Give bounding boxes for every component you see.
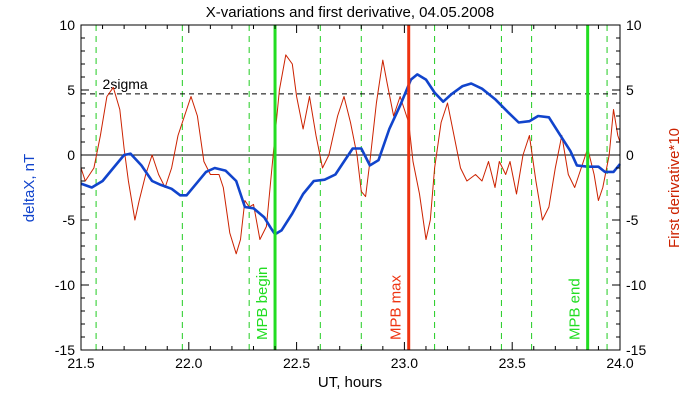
y-tick-label-right-0: -15 [626,342,646,358]
y-tick-label-right-5: 10 [626,17,642,33]
marker-label-1: MPB max [388,274,405,340]
y-axis-label-right: First derivative*10 [666,128,683,248]
x-tick-label-1: 22.0 [175,355,202,371]
y-axis-label-left: deltaX, nT [21,154,38,222]
y-tick-label-left-5: 10 [59,17,75,33]
y-tick-label-right-3: 0 [626,147,634,163]
plot-frame [80,24,621,351]
chart-title: X-variations and first derivative, 04.05… [206,4,495,21]
marker-label-2: MPB end [567,278,584,340]
x-tick-label-0: 21.5 [67,355,94,371]
x-tick-label-3: 23.0 [391,355,418,371]
y-tick-label-right-4: 5 [626,82,634,98]
y-tick-label-right-1: -10 [626,277,646,293]
y-tick-label-left-0: -15 [55,342,75,358]
x-tick-label-5: 24.0 [606,355,633,371]
x-axis-label: UT, hours [318,374,382,391]
y-tick-label-left-3: 0 [67,147,75,163]
marker-label-0: MPB begin [254,267,271,340]
y-tick-label-right-2: -5 [626,212,639,228]
threshold-label: 2sigma [103,76,148,92]
series-line-1 [80,54,621,255]
y-tick-label-left-4: 5 [67,82,75,98]
series-line-0 [80,73,621,236]
y-tick-label-left-2: -5 [63,212,76,228]
x-tick-label-2: 22.5 [283,355,310,371]
x-tick-label-4: 23.5 [499,355,526,371]
y-tick-label-left-1: -10 [55,277,75,293]
